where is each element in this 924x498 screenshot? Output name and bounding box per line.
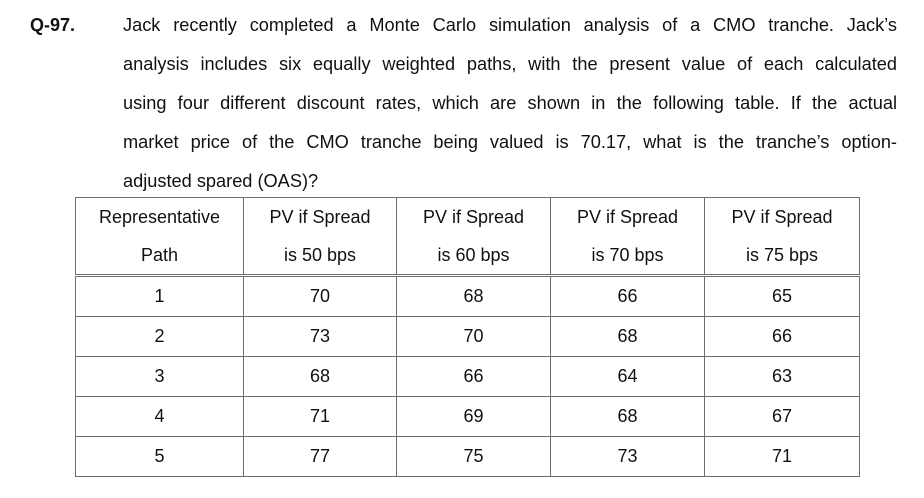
table-row: 5 77 75 73 71 — [75, 436, 860, 477]
question-line: analysis includes six equally weighted p… — [123, 54, 897, 74]
cell-pv-70: 73 — [550, 436, 705, 477]
cell-pv-75: 65 — [704, 274, 860, 317]
header-pv-60bps: PV if Spread is 60 bps — [396, 197, 551, 276]
pv-table-container: Representative Path PV if Spread is 50 b… — [75, 197, 860, 477]
table-header-row: Representative Path PV if Spread is 50 b… — [75, 197, 860, 276]
cell-pv-60: 75 — [396, 436, 551, 477]
pv-table: Representative Path PV if Spread is 50 b… — [75, 197, 860, 477]
question-line: adjusted spared (OAS)? — [123, 171, 319, 191]
cell-pv-60: 70 — [396, 316, 551, 357]
header-pv-50bps: PV if Spread is 50 bps — [243, 197, 397, 276]
table-row: 4 71 69 68 67 — [75, 396, 860, 437]
table-row: 1 70 68 66 65 — [75, 274, 860, 317]
table-row: 2 73 70 68 66 — [75, 316, 860, 357]
question-line: market price of the CMO tranche being va… — [123, 132, 897, 152]
cell-pv-70: 66 — [550, 274, 705, 317]
header-pv-70bps: PV if Spread is 70 bps — [550, 197, 705, 276]
cell-pv-60: 66 — [396, 356, 551, 397]
cell-pv-50: 70 — [243, 274, 397, 317]
question-text: Jack recently completed a Monte Carlo si… — [123, 12, 897, 207]
header-representative-path: Representative Path — [75, 197, 244, 276]
cell-pv-75: 66 — [704, 316, 860, 357]
cell-pv-75: 71 — [704, 436, 860, 477]
cell-pv-50: 68 — [243, 356, 397, 397]
cell-path: 4 — [75, 396, 244, 437]
question-line: using four different discount rates, whi… — [123, 93, 897, 113]
cell-path: 3 — [75, 356, 244, 397]
cell-pv-50: 73 — [243, 316, 397, 357]
cell-pv-70: 68 — [550, 396, 705, 437]
cell-path: 1 — [75, 274, 244, 317]
question-line: Jack recently completed a Monte Carlo si… — [123, 15, 897, 35]
cell-pv-50: 77 — [243, 436, 397, 477]
cell-path: 5 — [75, 436, 244, 477]
cell-pv-60: 69 — [396, 396, 551, 437]
cell-pv-70: 64 — [550, 356, 705, 397]
header-pv-75bps: PV if Spread is 75 bps — [704, 197, 860, 276]
question-number: Q-97. — [30, 15, 76, 35]
cell-pv-75: 63 — [704, 356, 860, 397]
cell-pv-60: 68 — [396, 274, 551, 317]
cell-pv-50: 71 — [243, 396, 397, 437]
table-row: 3 68 66 64 63 — [75, 356, 860, 397]
cell-path: 2 — [75, 316, 244, 357]
cell-pv-70: 68 — [550, 316, 705, 357]
cell-pv-75: 67 — [704, 396, 860, 437]
